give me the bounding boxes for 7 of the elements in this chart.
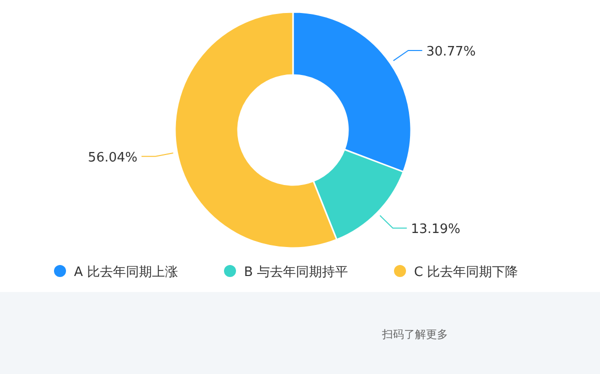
data-label: 13.19%	[410, 222, 460, 238]
text: 扫码了解更多	[381, 328, 448, 341]
legend-label: C 比去年同期下降	[414, 265, 518, 280]
legend-label: A 比去年同期上涨	[74, 265, 178, 280]
data-label: 56.04%	[88, 150, 138, 166]
legend-label: B 与去年同期持平	[244, 265, 348, 280]
data-label: 30.77%	[426, 44, 476, 60]
